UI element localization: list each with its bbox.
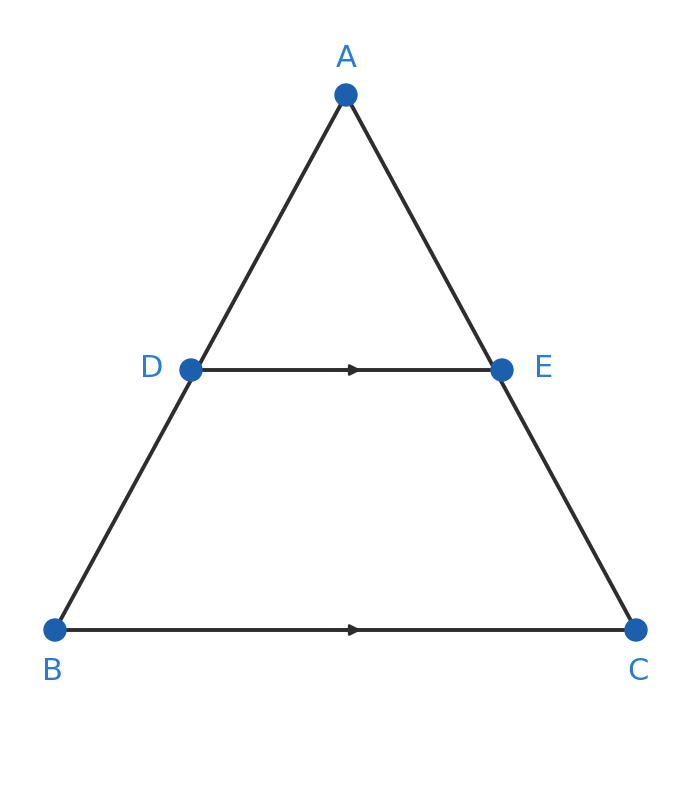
Circle shape — [335, 84, 357, 106]
Text: A: A — [336, 43, 357, 73]
Text: E: E — [534, 353, 553, 383]
Circle shape — [625, 619, 647, 641]
Text: B: B — [41, 657, 62, 686]
Text: C: C — [627, 657, 649, 686]
Circle shape — [180, 359, 202, 381]
Circle shape — [44, 619, 66, 641]
Text: D: D — [140, 353, 164, 383]
Circle shape — [491, 359, 513, 381]
